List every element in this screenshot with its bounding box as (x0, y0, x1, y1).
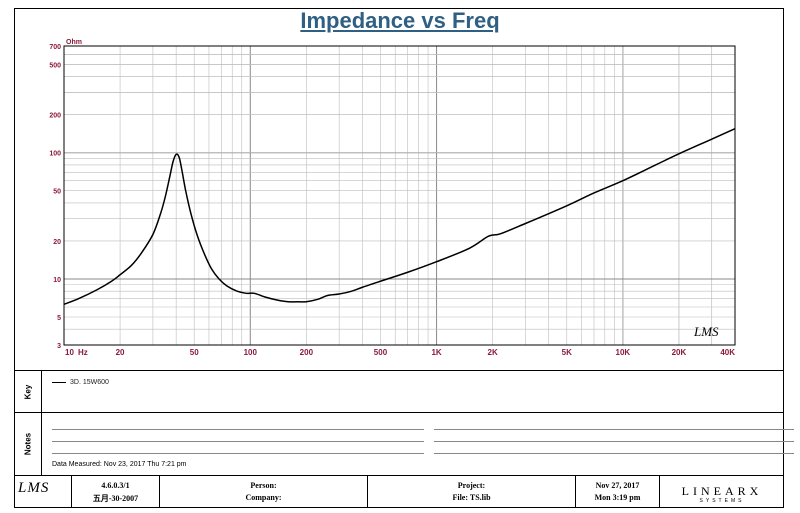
person-label: Person: (250, 481, 277, 490)
y-tick-label: 200 (49, 113, 61, 120)
lms-plot-logo: LMS (694, 324, 719, 339)
note-line (434, 441, 794, 442)
project-cell: Project: File: TS.lib (368, 476, 576, 508)
data-measured-text: Data Measured: Nov 23, 2017 Thu 7:21 pm (52, 461, 187, 468)
chart-title: Impedance vs Freq (300, 8, 500, 33)
x-tick-label: 100 (244, 348, 258, 357)
x-tick-label: 500 (374, 348, 388, 357)
date-cell: Nov 27, 2017 Mon 3:19 pm (576, 476, 660, 508)
x-unit-label: Hz (78, 348, 88, 357)
note-line (52, 429, 424, 430)
lms-logo: LMS (18, 480, 50, 496)
notes-panel: Notes Data Measured: Nov 23, 2017 Thu 7:… (14, 412, 794, 475)
y-tick-label: 20 (53, 239, 61, 246)
note-line (434, 429, 794, 430)
linearx-subtitle: SYSTEMS (699, 498, 745, 504)
x-tick-label: 50 (190, 348, 199, 357)
company-label: Company: (245, 493, 282, 502)
x-tick-label: 2K (488, 348, 498, 357)
x-tick-label: 5K (562, 348, 572, 357)
x-tick-label: 10K (616, 348, 631, 357)
y-tick-label: 100 (49, 151, 61, 158)
date-line1: Nov 27, 2017 (595, 481, 640, 490)
footer-row: LMS 4.6.0.3/1 五月-30-2007 Person: Company… (14, 475, 784, 508)
plot-area (63, 45, 736, 346)
note-line (434, 453, 794, 454)
y-tick-label: 700 (49, 44, 61, 51)
notes-side-label: Notes (14, 413, 42, 475)
file-label: File: TS.lib (452, 493, 491, 502)
legend-entry: 3D. 15W600 (52, 379, 109, 386)
y-tick-label: 5 (57, 315, 61, 322)
x-tick-label: 10 (65, 348, 74, 357)
version-line1: 4.6.0.3/1 (101, 481, 130, 490)
linearx-cell: LINEARX SYSTEMS (660, 476, 784, 508)
x-tick-label: 200 (300, 348, 314, 357)
legend-swatch (52, 381, 66, 383)
linearx-logo: LINEARX (681, 484, 763, 498)
version-cell: 4.6.0.3/1 五月-30-2007 (72, 476, 160, 508)
x-tick-label: 20K (672, 348, 687, 357)
note-line (52, 441, 424, 442)
note-line (52, 453, 424, 454)
y-tick-label: 10 (53, 277, 61, 284)
version-line2: 五月-30-2007 (92, 494, 139, 503)
x-tick-label: 40K (720, 348, 735, 357)
y-tick-label: 500 (49, 62, 61, 69)
plot-border (63, 45, 736, 346)
legend-entry-label: 3D. 15W600 (70, 379, 109, 386)
project-label: Project: (457, 481, 486, 490)
lms-logo-cell: LMS (14, 476, 72, 508)
impedance-curve (63, 127, 736, 306)
date-line2: Mon 3:19 pm (594, 493, 641, 502)
x-tick-label: 1K (431, 348, 441, 357)
y-tick-label: 3 (57, 343, 61, 350)
person-cell: Person: Company: (160, 476, 368, 508)
y-unit-label: Ohm (66, 39, 82, 46)
key-side-label: Key (14, 371, 42, 412)
key-panel: Key 3D. 15W600 (14, 370, 784, 412)
x-tick-label: 20 (116, 348, 125, 357)
y-tick-label: 50 (53, 189, 61, 196)
